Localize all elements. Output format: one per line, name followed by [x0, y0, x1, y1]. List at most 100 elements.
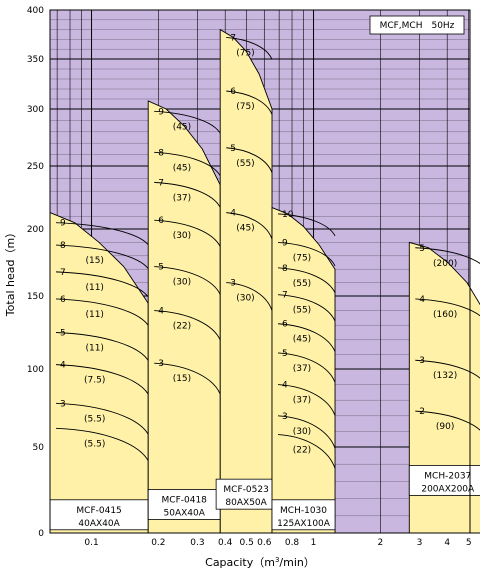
performance-curve [154, 181, 221, 208]
motor-kw-label: (7.5) [84, 376, 105, 386]
stage-label: 4 [230, 209, 236, 219]
x-tick-label: 0.4 [218, 538, 233, 548]
performance-curve [154, 110, 221, 134]
motor-kw-label: (5.5) [84, 439, 105, 449]
stage-label: 5 [230, 144, 236, 154]
stage-label: 4 [419, 295, 425, 305]
motor-kw-label: (45) [173, 163, 191, 173]
motor-kw-label: (200) [433, 259, 457, 269]
stage-label: 7 [230, 33, 236, 43]
motor-kw-label: (30) [173, 278, 191, 288]
motor-kw-label: (11) [85, 310, 103, 320]
motor-kw-label: (22) [173, 322, 191, 332]
performance-curve [226, 282, 273, 311]
model-size: 200AX200A [421, 484, 475, 494]
stage-label: 3 [419, 356, 425, 366]
y-axis-label: Total head（m） [4, 227, 17, 317]
performance-curve [55, 244, 149, 269]
model-name: MCH-1030 [280, 506, 327, 516]
performance-curve [415, 410, 480, 431]
performance-curve [277, 415, 336, 449]
y-tick-label: 150 [27, 292, 44, 302]
motor-kw-label: (55) [293, 306, 311, 316]
motor-kw-label: (55) [293, 279, 311, 289]
x-tick-label: 3 [417, 538, 423, 548]
model-size: 40AX40A [78, 519, 120, 529]
motor-kw-label: (30) [293, 427, 311, 437]
legend-box-frame [369, 15, 465, 35]
performance-curve [277, 384, 336, 416]
stage-label: 10 [282, 210, 294, 220]
motor-kw-label: (37) [173, 193, 191, 203]
stage-label: 9 [158, 107, 164, 117]
stage-label: 9 [60, 219, 66, 229]
model-name: MCF-0523 [223, 485, 268, 495]
x-tick-label: 0.8 [285, 538, 300, 548]
y-tick-label: 50 [33, 443, 45, 453]
performance-curve [415, 359, 480, 379]
performance-curve [277, 213, 336, 237]
y-tick-label: 300 [27, 105, 44, 115]
motor-kw-label: (11) [85, 283, 103, 293]
stage-label: 5 [282, 349, 288, 359]
motor-kw-label: (132) [433, 371, 457, 381]
legend-box: MCF,MCH 50Hz [369, 15, 465, 35]
x-axis-label-main: Capacity（m [205, 556, 275, 569]
model-box [49, 499, 149, 531]
y-tick-label: 0 [38, 529, 44, 539]
stage-label: 9 [282, 238, 288, 248]
stage-label: 6 [158, 216, 164, 226]
stage-label: 6 [282, 320, 288, 330]
x-tick-label: 5 [466, 538, 472, 548]
y-tick-label: 400 [27, 6, 44, 16]
stage-label: 2 [419, 407, 425, 417]
model-name: MCF-0415 [76, 506, 121, 516]
x-tick-label: 0.1 [84, 538, 98, 548]
stage-label: 3 [158, 359, 164, 369]
performance-curve [415, 247, 480, 265]
stage-label: 8 [158, 148, 164, 158]
x-tick-label: 0.3 [190, 538, 204, 548]
stage-label: 8 [282, 264, 288, 274]
performance-curve [277, 352, 336, 383]
stage-label: 7 [60, 268, 66, 278]
stage-label: 3 [282, 412, 288, 422]
motor-kw-label: (15) [173, 374, 191, 384]
motor-kw-label: (75) [236, 48, 254, 58]
motor-kw-label: (160) [433, 310, 457, 320]
pump-regions: 9 8 (15) 7 (11) 6 (11) 5 (11) 4 (7.5) 3 (5.5) (5.5) MC… [49, 28, 480, 534]
pump-region-mch-2037: 5 (200) 4 (160) 3 (132) 2 (90) MCH-2037 200AX200A [408, 241, 480, 534]
performance-curve [277, 294, 336, 322]
pump-region-mch-1030: 10 9 (75) 8 (55) 7 (55) 6 (45) 5 (37) 4 (37) 3 (30) (22… [271, 206, 336, 534]
motor-kw-label: (15) [85, 256, 103, 266]
model-box [147, 489, 221, 520]
performance-curve [226, 90, 273, 115]
y-tick-label: 350 [27, 55, 44, 65]
x-tick-label: 2 [377, 538, 383, 548]
performance-curve [226, 147, 273, 173]
model-box [408, 464, 480, 496]
model-name: MCF-0418 [162, 495, 208, 505]
stage-label: 5 [419, 244, 425, 254]
x-tick-label: 0.6 [257, 538, 272, 548]
y-tick-label: 250 [27, 162, 44, 172]
pump-region-mcf-0418: 9 (45) 8 (45) 7 (37) 6 (30) 5 (30) 4 (22) 3 (15) MCF-0… [147, 100, 221, 534]
performance-curve [55, 271, 149, 298]
performance-curve [154, 219, 221, 247]
performance-curve [55, 298, 149, 326]
performance-curve [154, 151, 221, 177]
performance-curve [55, 364, 149, 395]
x-axis-label-sup: 3 [275, 556, 279, 564]
performance-curve [226, 212, 273, 240]
performance-curve [277, 267, 336, 294]
performance-curve [154, 362, 221, 395]
stage-label: 3 [60, 399, 66, 409]
legend-box-text: MCF,MCH 50Hz [380, 21, 455, 31]
stage-label: 3 [230, 279, 236, 289]
performance-curve [55, 222, 149, 245]
motor-kw-label: (90) [436, 422, 454, 432]
stage-label: 5 [158, 263, 164, 273]
